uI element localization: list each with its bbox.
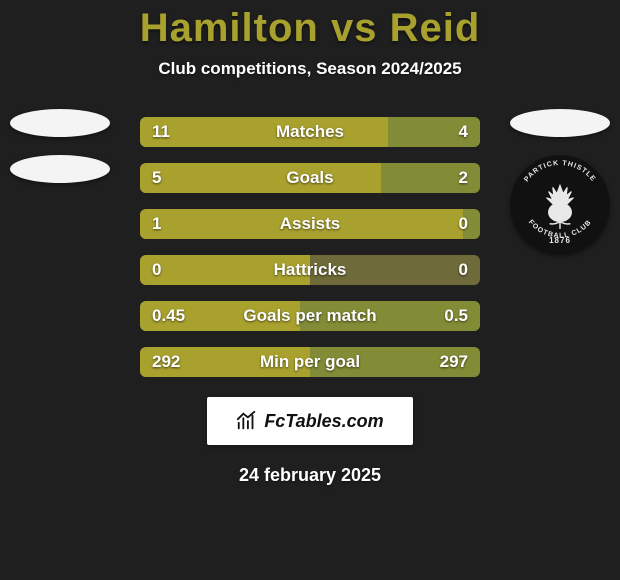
- svg-text:PARTICK THISTLE: PARTICK THISTLE: [523, 160, 597, 183]
- footer-brand-text: FcTables.com: [264, 411, 383, 432]
- stat-value-left: 0: [152, 260, 161, 280]
- stat-row: 5 2 Goals: [140, 163, 480, 193]
- stat-bars: 11 4 Matches 5 2 Goals 1 0 Assists 0 0 Hattricks 0.4…: [140, 117, 480, 377]
- stat-value-left: 1: [152, 214, 161, 234]
- left-club-logo-placeholder: [10, 155, 110, 183]
- content-area: PARTICK THISTLE FOOTBALL CLUB 1876 11 4 Ma…: [0, 117, 620, 377]
- footer-date: 24 february 2025: [0, 465, 620, 486]
- stat-value-right: 0: [459, 260, 468, 280]
- stat-label: Hattricks: [274, 260, 347, 280]
- title-vs: vs: [331, 6, 378, 50]
- stat-row: 292 297 Min per goal: [140, 347, 480, 377]
- right-club-badges: PARTICK THISTLE FOOTBALL CLUB 1876: [510, 109, 610, 255]
- chart-icon: [236, 410, 258, 432]
- partick-thistle-badge: PARTICK THISTLE FOOTBALL CLUB 1876: [510, 155, 610, 255]
- stat-value-right: 297: [440, 352, 468, 372]
- stat-value-right: 4: [459, 122, 468, 142]
- subtitle: Club competitions, Season 2024/2025: [0, 59, 620, 79]
- page-title: Hamilton vs Reid: [0, 0, 620, 51]
- title-player-right: Reid: [390, 6, 481, 50]
- stat-row: 11 4 Matches: [140, 117, 480, 147]
- stat-label: Matches: [276, 122, 344, 142]
- stat-value-left: 0.45: [152, 306, 185, 326]
- left-club-logo-placeholder: [10, 109, 110, 137]
- stat-value-right: 2: [459, 168, 468, 188]
- stat-value-left: 292: [152, 352, 180, 372]
- right-club-logo-placeholder: [510, 109, 610, 137]
- stat-label: Goals: [286, 168, 333, 188]
- stat-value-right: 0.5: [444, 306, 468, 326]
- badge-ring-text: PARTICK THISTLE FOOTBALL CLUB 1876: [510, 155, 610, 255]
- fctables-badge: FcTables.com: [207, 397, 413, 445]
- stat-bar-left: [140, 163, 381, 193]
- stat-bar-left: [140, 117, 388, 147]
- stat-row: 1 0 Assists: [140, 209, 480, 239]
- stat-value-left: 11: [152, 122, 170, 142]
- stat-value-left: 5: [152, 168, 161, 188]
- comparison-card: Hamilton vs Reid Club competitions, Seas…: [0, 0, 620, 580]
- stat-label: Min per goal: [260, 352, 360, 372]
- stat-row: 0.45 0.5 Goals per match: [140, 301, 480, 331]
- svg-text:1876: 1876: [549, 236, 571, 245]
- left-club-badges: [10, 109, 110, 183]
- stat-row: 0 0 Hattricks: [140, 255, 480, 285]
- stat-label: Goals per match: [243, 306, 376, 326]
- stat-label: Assists: [280, 214, 340, 234]
- title-player-left: Hamilton: [140, 6, 319, 50]
- stat-value-right: 0: [459, 214, 468, 234]
